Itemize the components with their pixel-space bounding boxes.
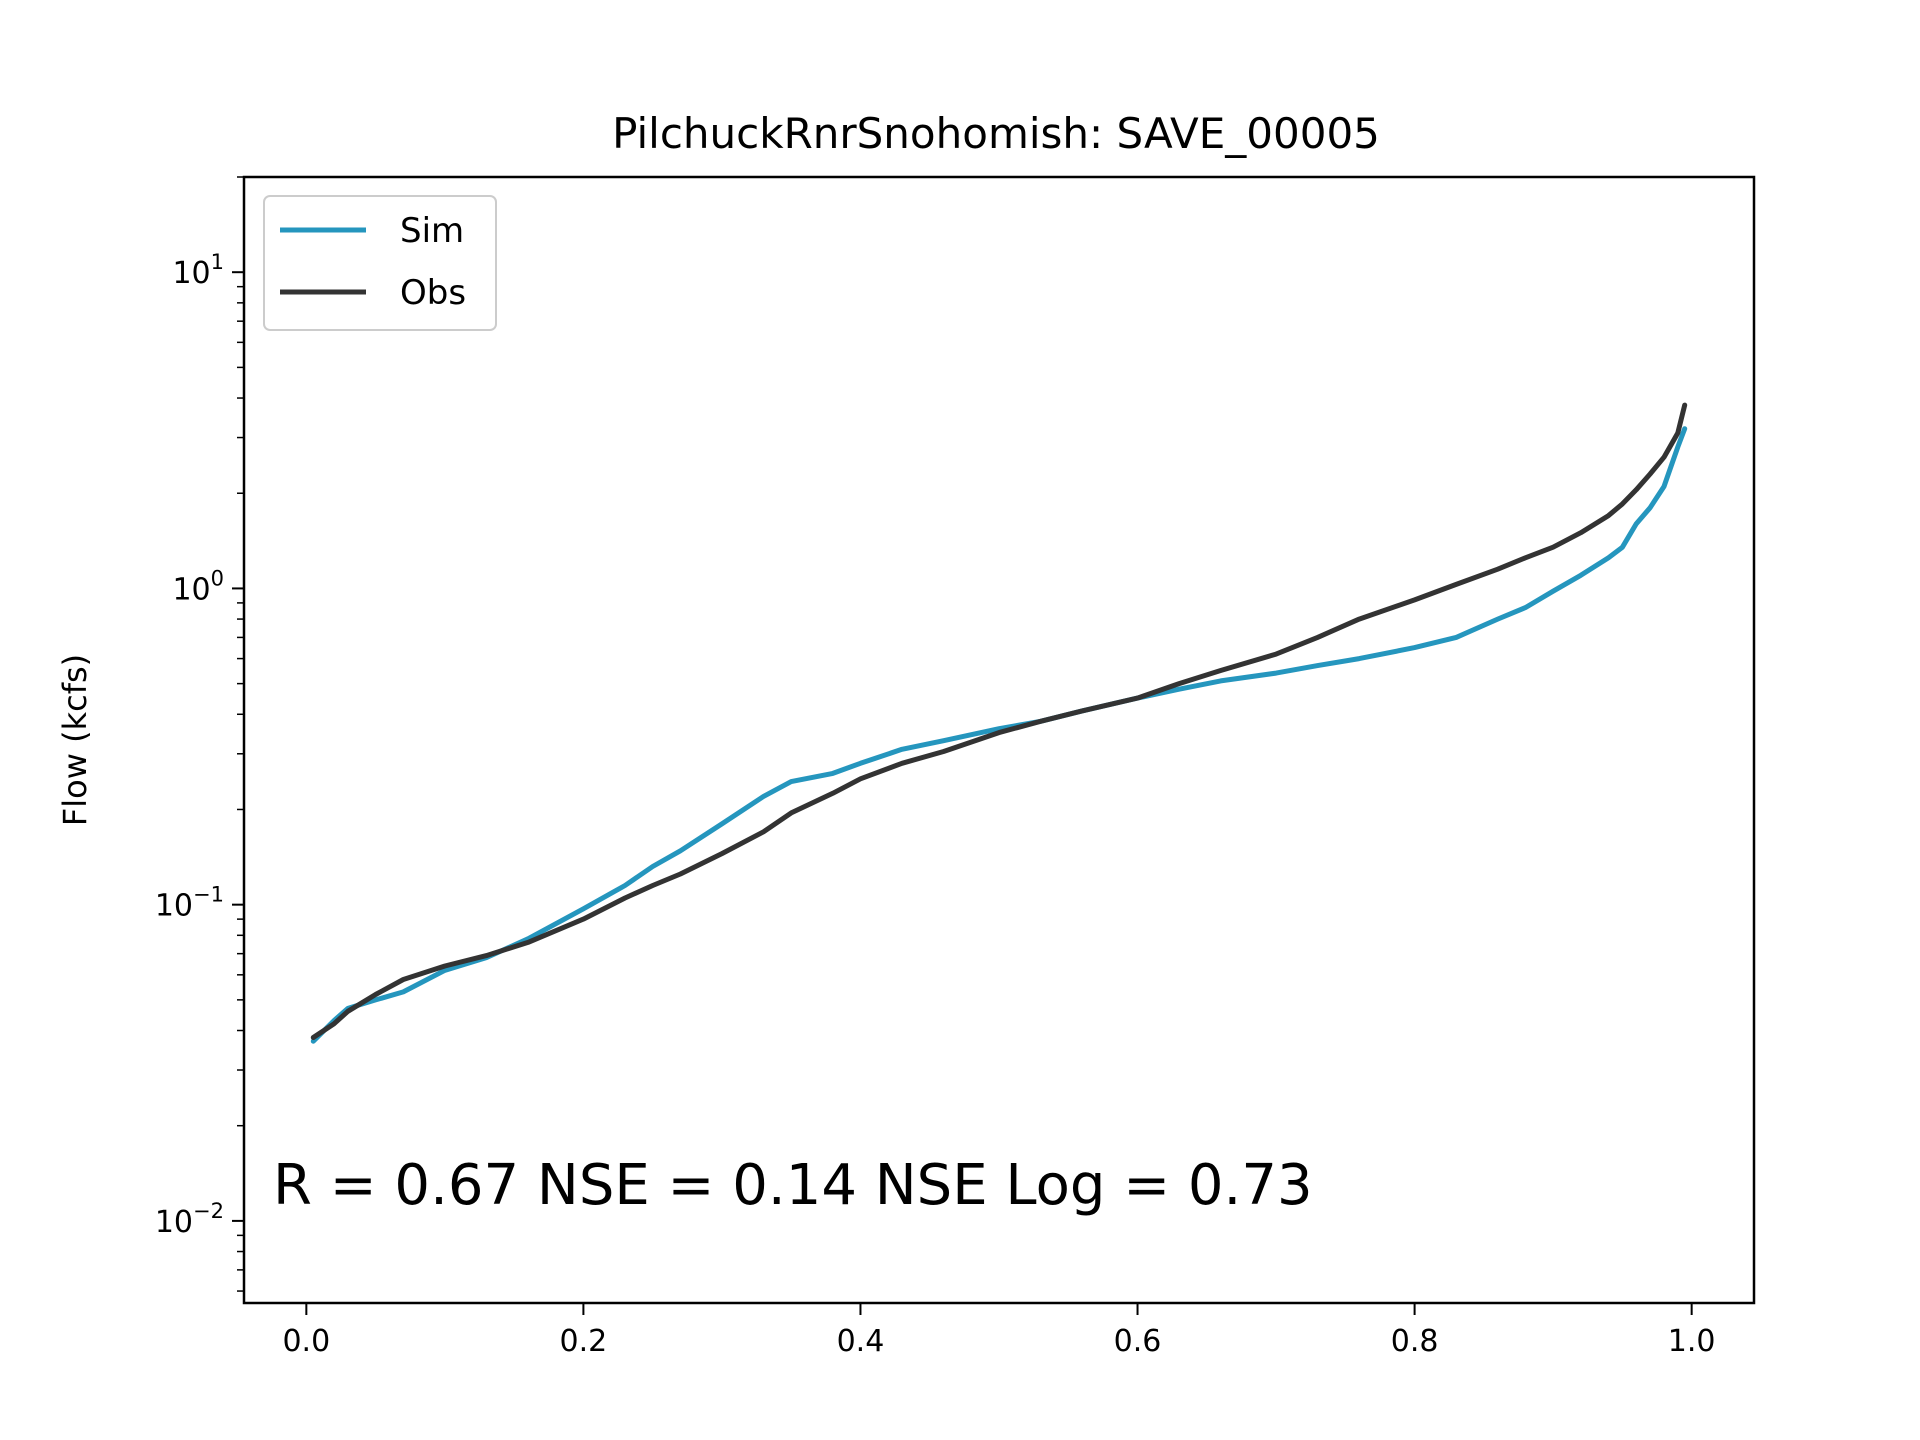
legend-label-sim: Sim bbox=[400, 211, 464, 251]
plot-area bbox=[244, 177, 1754, 1303]
x-tick-label: 0.4 bbox=[837, 1324, 885, 1359]
plot-background bbox=[244, 177, 1754, 1303]
axes: 0.0 0.2 0.4 0.6 0.8 1.0 101 100 10−1 10−2 bbox=[155, 175, 1756, 1359]
legend-label-obs: Obs bbox=[400, 273, 466, 313]
chart-title: PilchuckRnrSnohomish: SAVE_00005 bbox=[612, 109, 1380, 158]
axes-frame bbox=[242, 175, 1756, 1305]
y-tick-label: 10−2 bbox=[155, 1199, 224, 1240]
x-tick-label: 0.0 bbox=[282, 1324, 330, 1359]
y-tick-label: 100 bbox=[172, 566, 224, 607]
x-tick-label: 0.2 bbox=[560, 1324, 608, 1359]
y-tick-label: 10−1 bbox=[155, 883, 224, 924]
x-tick-label: 0.8 bbox=[1391, 1324, 1439, 1359]
y-axis-label: Flow (kcfs) bbox=[56, 654, 94, 826]
series-line-obs bbox=[310, 402, 1688, 1040]
x-tick-label: 0.6 bbox=[1114, 1324, 1162, 1359]
x-tick-label: 1.0 bbox=[1668, 1324, 1716, 1359]
legend: Sim Obs bbox=[263, 195, 497, 331]
stats-annotation: R = 0.67 NSE = 0.14 NSE Log = 0.73 bbox=[273, 1153, 1313, 1218]
y-tick-label: 101 bbox=[172, 250, 224, 291]
